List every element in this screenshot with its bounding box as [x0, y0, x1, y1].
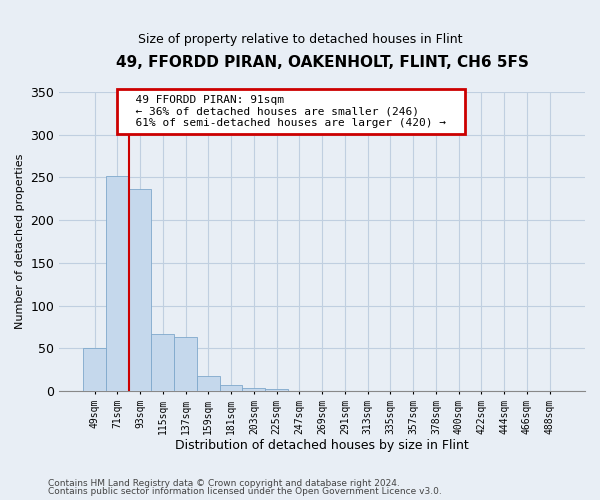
Bar: [151, 334, 174, 391]
Y-axis label: Number of detached properties: Number of detached properties: [15, 154, 25, 329]
Bar: [106, 176, 129, 391]
Bar: [220, 385, 242, 391]
Title: 49, FFORDD PIRAN, OAKENHOLT, FLINT, CH6 5FS: 49, FFORDD PIRAN, OAKENHOLT, FLINT, CH6 …: [116, 55, 529, 70]
Text: 49 FFORDD PIRAN: 91sqm
  ← 36% of detached houses are smaller (246)
  61% of sem: 49 FFORDD PIRAN: 91sqm ← 36% of detached…: [122, 95, 460, 128]
Bar: [129, 188, 151, 391]
Text: Contains HM Land Registry data © Crown copyright and database right 2024.: Contains HM Land Registry data © Crown c…: [48, 478, 400, 488]
Text: Contains public sector information licensed under the Open Government Licence v3: Contains public sector information licen…: [48, 487, 442, 496]
Text: Size of property relative to detached houses in Flint: Size of property relative to detached ho…: [138, 32, 462, 46]
Bar: [174, 337, 197, 391]
Bar: [197, 376, 220, 391]
Bar: [265, 390, 288, 391]
Bar: [242, 388, 265, 391]
X-axis label: Distribution of detached houses by size in Flint: Distribution of detached houses by size …: [175, 440, 469, 452]
Bar: [83, 348, 106, 391]
